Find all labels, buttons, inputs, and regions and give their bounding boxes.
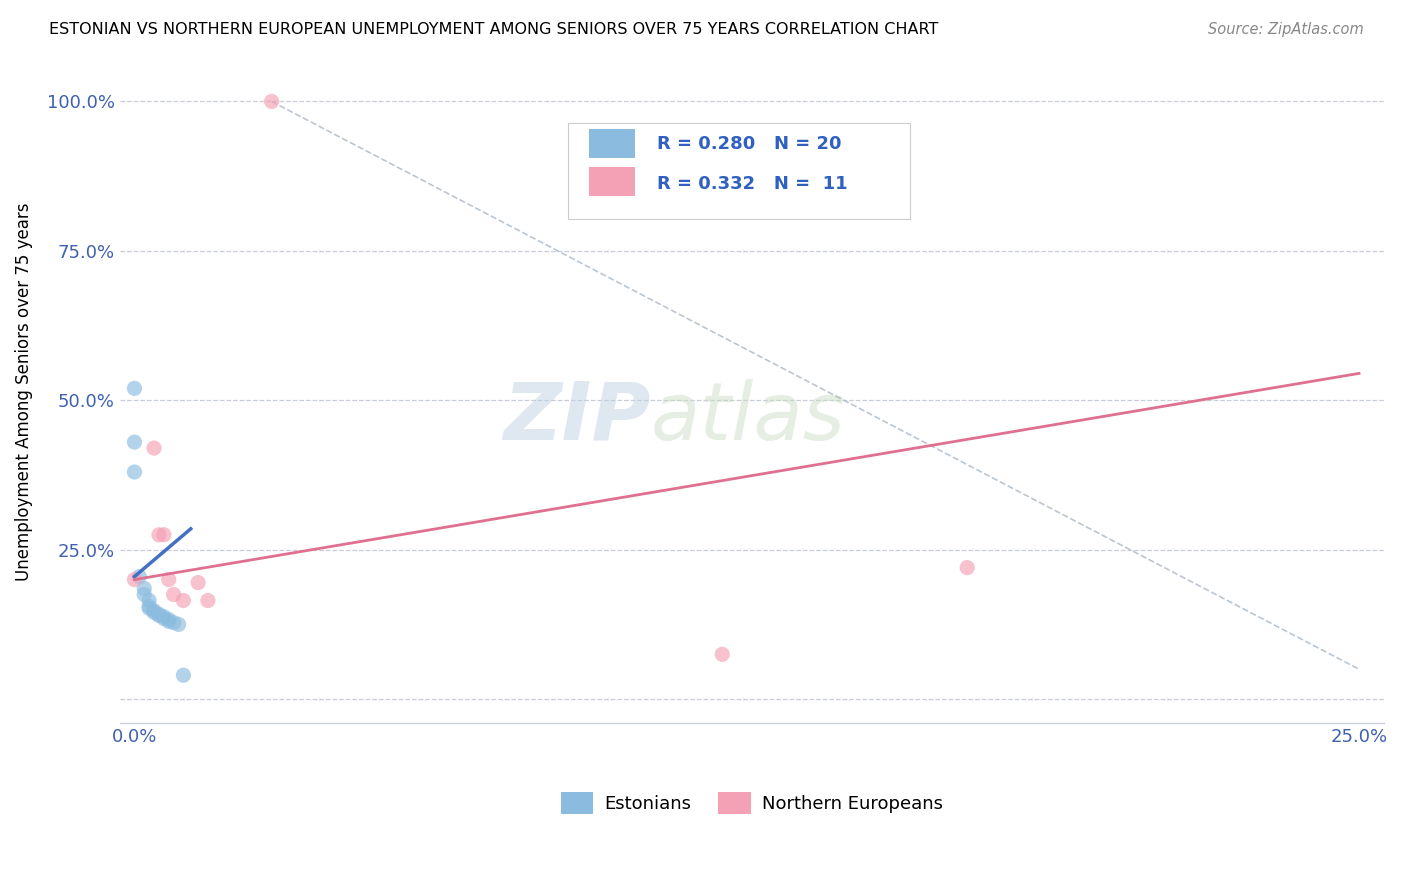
Point <box>138 599 160 614</box>
Point <box>124 381 146 395</box>
Point <box>143 606 166 620</box>
Point <box>128 569 150 583</box>
Point <box>138 593 160 607</box>
Point <box>157 573 180 587</box>
Text: Source: ZipAtlas.com: Source: ZipAtlas.com <box>1208 22 1364 37</box>
Point <box>148 608 170 623</box>
Point <box>197 593 219 607</box>
Point <box>124 465 146 479</box>
Point <box>124 435 146 450</box>
Point <box>260 95 283 109</box>
Point <box>187 575 209 590</box>
Point <box>124 573 146 587</box>
FancyBboxPatch shape <box>568 122 910 219</box>
Point <box>143 441 166 455</box>
FancyBboxPatch shape <box>589 129 636 159</box>
Point <box>134 582 156 596</box>
Point <box>172 593 194 607</box>
Point <box>153 528 176 542</box>
Point <box>711 648 734 662</box>
Point <box>153 609 176 624</box>
Point <box>148 528 170 542</box>
Point <box>162 588 184 602</box>
Text: ZIP: ZIP <box>503 379 651 457</box>
Point <box>167 617 190 632</box>
Text: ESTONIAN VS NORTHERN EUROPEAN UNEMPLOYMENT AMONG SENIORS OVER 75 YEARS CORRELATI: ESTONIAN VS NORTHERN EUROPEAN UNEMPLOYME… <box>49 22 939 37</box>
Text: R = 0.332   N =  11: R = 0.332 N = 11 <box>657 175 848 193</box>
Text: atlas: atlas <box>651 379 845 457</box>
Point <box>956 560 979 574</box>
Point <box>162 615 184 630</box>
Y-axis label: Unemployment Among Seniors over 75 years: Unemployment Among Seniors over 75 years <box>15 202 32 581</box>
Point <box>148 607 170 622</box>
Text: R = 0.280   N = 20: R = 0.280 N = 20 <box>657 135 841 153</box>
Point <box>143 604 166 618</box>
Point <box>172 668 194 682</box>
FancyBboxPatch shape <box>589 167 636 196</box>
Point <box>157 615 180 629</box>
Point <box>134 588 156 602</box>
Legend: Estonians, Northern Europeans: Estonians, Northern Europeans <box>554 785 949 822</box>
Point <box>153 611 176 625</box>
Point <box>157 613 180 627</box>
Point <box>138 601 160 615</box>
